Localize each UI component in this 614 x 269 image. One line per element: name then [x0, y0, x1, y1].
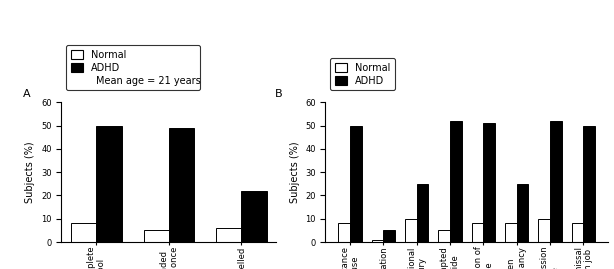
Bar [516, 184, 528, 242]
Bar [438, 231, 450, 242]
Legend: Normal, ADHD, Mean age = 21 years: Normal, ADHD, Mean age = 21 years [66, 45, 200, 90]
Bar [450, 121, 462, 242]
Bar [338, 224, 350, 242]
Y-axis label: Subjects (%): Subjects (%) [26, 141, 36, 203]
Text: B: B [274, 89, 282, 100]
Bar [371, 240, 383, 242]
Legend: Normal, ADHD: Normal, ADHD [330, 58, 395, 90]
Text: A: A [23, 89, 30, 100]
Bar [169, 128, 194, 242]
Bar [538, 219, 550, 242]
Bar [350, 126, 362, 242]
Bar [383, 231, 395, 242]
Y-axis label: Subjects (%): Subjects (%) [290, 141, 300, 203]
Bar [583, 126, 595, 242]
Bar [96, 126, 122, 242]
Bar [505, 224, 516, 242]
Bar [144, 231, 169, 242]
Bar [417, 184, 429, 242]
Bar [483, 123, 495, 242]
Bar [241, 191, 266, 242]
Bar [572, 224, 583, 242]
Bar [71, 224, 96, 242]
Bar [472, 224, 483, 242]
Bar [216, 228, 241, 242]
Bar [405, 219, 417, 242]
Bar [550, 121, 562, 242]
